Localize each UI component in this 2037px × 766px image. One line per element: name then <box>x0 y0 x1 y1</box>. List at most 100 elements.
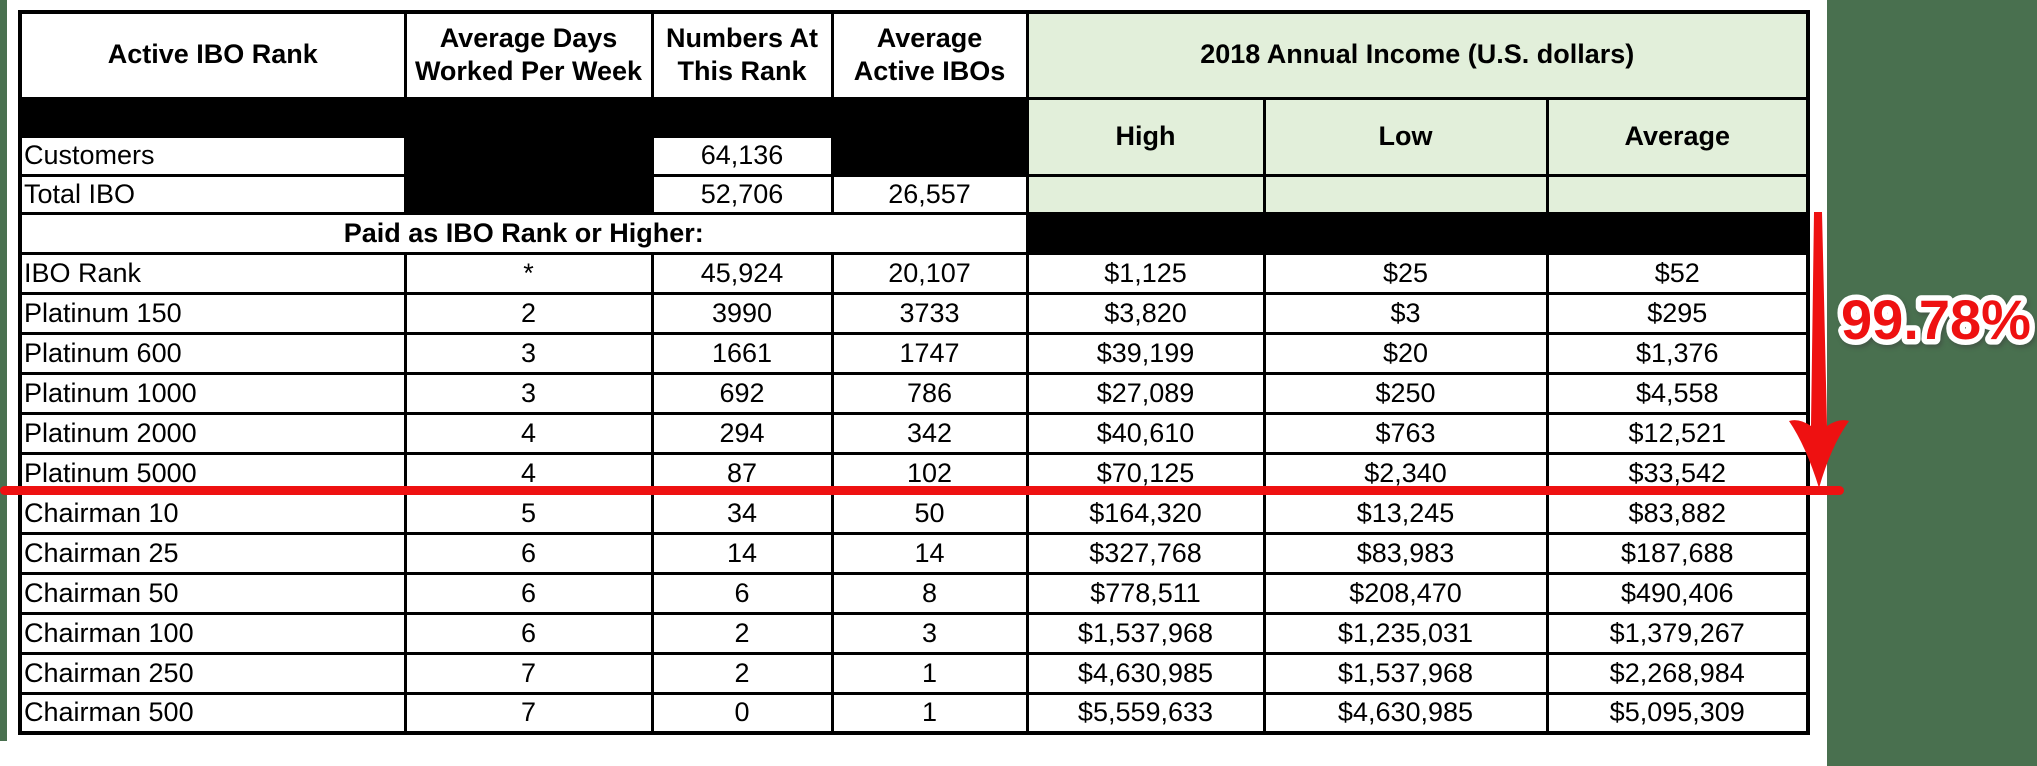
cell-customers-label: Customers <box>18 134 407 177</box>
cell-rank: IBO Rank <box>18 251 407 295</box>
cell-rank: Chairman 250 <box>18 651 407 695</box>
table-row: Platinum 150 2 3990 3733 $3,820 $3 $295 <box>18 291 1810 335</box>
cell-days: 6 <box>403 571 654 615</box>
cell-days: 7 <box>403 651 654 695</box>
cell-numbers: 692 <box>650 371 834 415</box>
header-average: Average <box>1545 96 1810 177</box>
cell-numbers: 0 <box>650 691 834 735</box>
section-row: Paid as IBO Rank or Higher: <box>18 211 1810 255</box>
cell-high: $164,320 <box>1025 491 1266 535</box>
cell-rank: Chairman 100 <box>18 611 407 655</box>
cell-customers-count: 64,136 <box>650 134 834 177</box>
cell-high: $778,511 <box>1025 571 1266 615</box>
cell-high: $1,537,968 <box>1025 611 1266 655</box>
cell-average: $295 <box>1545 291 1810 335</box>
cell-low: $250 <box>1262 371 1549 415</box>
cell-active: 20,107 <box>830 251 1029 295</box>
cell-empty-green <box>1025 173 1266 215</box>
cell-numbers: 2 <box>650 611 834 655</box>
customers-row: Customers 64,136 <box>18 134 1808 177</box>
table-row: Platinum 1000 3 692 786 $27,089 $250 $4,… <box>18 371 1810 415</box>
cell-days: 3 <box>403 371 654 415</box>
left-green-strip <box>0 0 7 741</box>
cell-low: $4,630,985 <box>1262 691 1549 735</box>
cell-empty-green <box>1545 173 1810 215</box>
cell-active: 50 <box>830 491 1029 535</box>
cell-days: * <box>403 251 654 295</box>
section-label: Paid as IBO Rank or Higher: <box>18 211 1029 255</box>
cell-numbers: 1661 <box>650 331 834 375</box>
header-average-active-ibos: Average Active IBOs <box>830 10 1029 100</box>
cell-low: $208,470 <box>1262 571 1549 615</box>
cell-low: $3 <box>1262 291 1549 335</box>
cell-low: $20 <box>1262 331 1549 375</box>
cell-rank: Chairman 500 <box>18 691 407 735</box>
table-row: Chairman 500 7 0 1 $5,559,633 $4,630,985… <box>18 691 1810 735</box>
redacted-row: High Low Average <box>18 96 1810 177</box>
cell-numbers: 294 <box>650 411 834 455</box>
cell-numbers: 45,924 <box>650 251 834 295</box>
cell-low: $25 <box>1262 251 1549 295</box>
header-low: Low <box>1262 96 1549 177</box>
percentage-text: 99.78% <box>1841 288 2031 351</box>
cell-high: $39,199 <box>1025 331 1266 375</box>
cell-days: 4 <box>403 411 654 455</box>
table-row: Platinum 2000 4 294 342 $40,610 $763 $12… <box>18 411 1810 455</box>
cell-numbers: 34 <box>650 491 834 535</box>
cell-numbers: 3990 <box>650 291 834 335</box>
percentage-annotation: 99.78% <box>1836 283 2036 357</box>
cell-average: $490,406 <box>1545 571 1810 615</box>
cell-high: $1,125 <box>1025 251 1266 295</box>
total-ibo-row: Total IBO 52,706 26,557 <box>18 173 1810 215</box>
header-average-days: Average Days Worked Per Week <box>403 10 654 100</box>
cell-high: $5,559,633 <box>1025 691 1266 735</box>
cell-total-ibo-active: 26,557 <box>830 173 1029 215</box>
redacted-black-cell <box>403 134 654 177</box>
cell-rank: Chairman 50 <box>18 571 407 615</box>
cell-average: $83,882 <box>1545 491 1810 535</box>
cell-active: 3 <box>830 611 1029 655</box>
cell-total-ibo-count: 52,706 <box>650 173 834 215</box>
income-disclosure-table: Active IBO Rank Average Days Worked Per … <box>18 10 1810 735</box>
redacted-black-cell <box>403 173 654 215</box>
cell-average: $1,379,267 <box>1545 611 1810 655</box>
red-underline-annotation <box>0 486 1844 495</box>
cell-active: 1747 <box>830 331 1029 375</box>
cell-high: $3,820 <box>1025 291 1266 335</box>
table-row: Chairman 25 6 14 14 $327,768 $83,983 $18… <box>18 531 1810 575</box>
cell-numbers: 14 <box>650 531 834 575</box>
header-income-title: 2018 Annual Income (U.S. dollars) <box>1025 10 1810 100</box>
cell-days: 6 <box>403 611 654 655</box>
cell-average: $2,268,984 <box>1545 651 1810 695</box>
cell-high: $4,630,985 <box>1025 651 1266 695</box>
redacted-black-cell <box>1025 211 1810 255</box>
right-green-panel <box>1827 0 2037 766</box>
cell-rank: Platinum 600 <box>18 331 407 375</box>
header-row: Active IBO Rank Average Days Worked Per … <box>18 10 1810 100</box>
cell-numbers: 2 <box>650 651 834 695</box>
cell-average: $12,521 <box>1545 411 1810 455</box>
table-row: IBO Rank * 45,924 20,107 $1,125 $25 $52 <box>18 251 1810 295</box>
cell-active: 1 <box>830 651 1029 695</box>
cell-low: $1,235,031 <box>1262 611 1549 655</box>
cell-active: 1 <box>830 691 1029 735</box>
cell-average: $187,688 <box>1545 531 1810 575</box>
cell-total-ibo-label: Total IBO <box>18 173 407 215</box>
cell-active: 8 <box>830 571 1029 615</box>
redacted-black-cell <box>830 134 1029 177</box>
cell-days: 7 <box>403 691 654 735</box>
cell-days: 2 <box>403 291 654 335</box>
table-row: Chairman 50 6 6 8 $778,511 $208,470 $490… <box>18 571 1810 615</box>
cell-numbers: 6 <box>650 571 834 615</box>
cell-low: $1,537,968 <box>1262 651 1549 695</box>
cell-rank: Chairman 10 <box>18 491 407 535</box>
table-row: Chairman 100 6 2 3 $1,537,968 $1,235,031… <box>18 611 1810 655</box>
redacted-black-cell <box>18 96 1029 138</box>
cell-days: 6 <box>403 531 654 575</box>
cell-empty-green <box>1262 173 1549 215</box>
cell-active: 3733 <box>830 291 1029 335</box>
header-high: High <box>1025 96 1266 177</box>
cell-average: $4,558 <box>1545 371 1810 415</box>
cell-days: 3 <box>403 331 654 375</box>
